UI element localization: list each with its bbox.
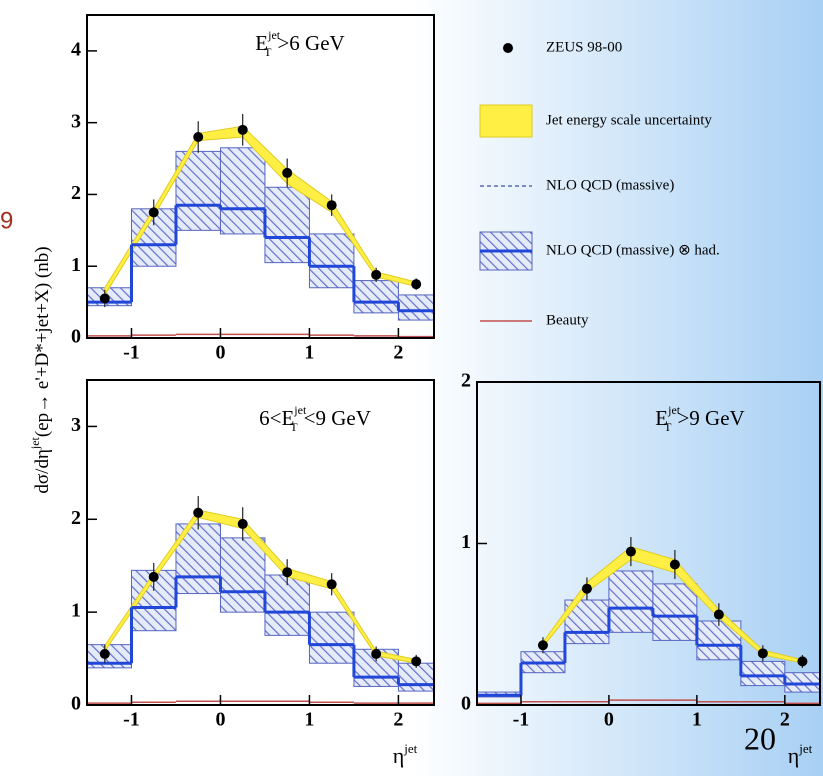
data-point bbox=[757, 648, 768, 659]
legend-label: Jet energy scale uncertainty bbox=[546, 112, 712, 128]
y-tick-label: 2 bbox=[71, 507, 81, 529]
data-point bbox=[625, 546, 636, 557]
title-sub: T bbox=[290, 420, 298, 434]
data-point bbox=[797, 656, 808, 667]
x-axis-label: ηjet bbox=[788, 741, 813, 768]
y-tick-label: 2 bbox=[461, 370, 471, 392]
legend-marker bbox=[479, 104, 533, 138]
legend-label: Beauty bbox=[546, 312, 589, 328]
data-point bbox=[148, 571, 159, 582]
data-point bbox=[411, 656, 422, 667]
data-point bbox=[669, 559, 680, 570]
legend-marker bbox=[503, 43, 513, 53]
y-tick-label: 0 bbox=[461, 693, 471, 715]
data-point bbox=[282, 167, 293, 178]
plot-frame bbox=[86, 14, 435, 339]
title-text: <9 GeV bbox=[304, 406, 371, 430]
data-point bbox=[371, 269, 382, 280]
x-tick-label: 0 bbox=[604, 709, 614, 731]
y-label-sup: jet bbox=[28, 436, 42, 450]
data-point bbox=[193, 507, 204, 518]
x-tick-label: 2 bbox=[780, 709, 790, 731]
legend-label: NLO QCD (massive) ⊗ had. bbox=[546, 242, 720, 258]
x-tick-label: 2 bbox=[393, 709, 403, 731]
y-tick-label: 4 bbox=[71, 38, 81, 60]
x-tick-label: 0 bbox=[215, 342, 225, 364]
data-point bbox=[537, 640, 548, 651]
data-point bbox=[237, 518, 248, 529]
y-tick-label: 3 bbox=[71, 110, 81, 132]
nlo-band bbox=[219, 147, 266, 235]
data-point bbox=[326, 200, 337, 211]
title-text: E bbox=[655, 406, 668, 430]
nlo-band bbox=[784, 672, 821, 693]
title-text: >9 GeV bbox=[677, 406, 744, 430]
data-point bbox=[581, 583, 592, 594]
y-axis-label: dσ/dηjet(ep→ e'+D*+jet+X) (nb) bbox=[28, 246, 54, 493]
panel-title: Ejet T >6 GeV bbox=[255, 28, 344, 59]
nlo-band bbox=[652, 583, 698, 641]
x-tick-label: 1 bbox=[304, 342, 314, 364]
x-tick-label: 1 bbox=[692, 709, 702, 731]
x-tick-label: -1 bbox=[513, 709, 530, 731]
nlo-band bbox=[264, 186, 310, 264]
x-tick-label: -1 bbox=[123, 709, 140, 731]
y-tick-label: 1 bbox=[71, 600, 81, 622]
x-tick-label: -1 bbox=[123, 342, 140, 364]
legend-label: NLO QCD (massive) bbox=[546, 177, 674, 193]
plot-frame bbox=[86, 379, 435, 706]
title-sub: T bbox=[264, 45, 272, 59]
data-point bbox=[148, 207, 159, 218]
y-tick-label: 3 bbox=[71, 414, 81, 436]
data-point bbox=[411, 279, 422, 290]
nlo-band bbox=[308, 233, 355, 289]
title-text: 6< bbox=[259, 406, 281, 430]
data-point bbox=[193, 132, 204, 143]
side-text: 9 bbox=[0, 207, 13, 234]
title-text: >6 GeV bbox=[277, 31, 344, 55]
slide-number: 20 bbox=[744, 720, 776, 756]
x-axis-label: ηjet bbox=[393, 741, 418, 768]
x-label-text: η bbox=[393, 743, 405, 768]
data-point bbox=[99, 293, 110, 304]
legend-label: ZEUS 98-00 bbox=[546, 39, 622, 55]
x-tick-label: 2 bbox=[393, 342, 403, 364]
x-tick-label: 0 bbox=[215, 709, 225, 731]
nlo-band bbox=[308, 611, 355, 664]
y-tick-label: 0 bbox=[71, 326, 81, 348]
y-label-text: (ep→ e'+D*+jet+X) (nb) bbox=[32, 246, 53, 437]
title-sup: jet bbox=[293, 403, 307, 417]
y-tick-label: 0 bbox=[71, 693, 81, 715]
x-label-sup: jet bbox=[798, 741, 812, 756]
title-sup: jet bbox=[267, 28, 281, 42]
nlo-band bbox=[608, 570, 654, 633]
data-point bbox=[282, 567, 293, 578]
nlo-band bbox=[740, 660, 786, 687]
data-point bbox=[99, 648, 110, 659]
x-label-text: η bbox=[788, 743, 800, 768]
nlo-band bbox=[219, 537, 266, 613]
data-point bbox=[237, 124, 248, 135]
y-label-text: dσ/dη bbox=[32, 449, 53, 493]
panel-title: 6<Ejet T <9 GeV bbox=[259, 403, 371, 434]
data-point bbox=[713, 609, 724, 620]
title-text: E bbox=[281, 406, 294, 430]
x-label-sup: jet bbox=[403, 741, 417, 756]
y-tick-label: 2 bbox=[71, 182, 81, 204]
title-sup: jet bbox=[667, 403, 681, 417]
y-tick-label: 1 bbox=[71, 254, 81, 276]
y-tick-label: 1 bbox=[461, 531, 471, 553]
x-tick-label: 1 bbox=[304, 709, 314, 731]
nlo-band bbox=[397, 294, 435, 321]
title-sub: T bbox=[664, 420, 672, 434]
data-point bbox=[326, 579, 337, 590]
nlo-band bbox=[353, 280, 399, 314]
title-text: E bbox=[255, 31, 268, 55]
data-point bbox=[371, 648, 382, 659]
panel-title: Ejet T >9 GeV bbox=[655, 403, 744, 434]
